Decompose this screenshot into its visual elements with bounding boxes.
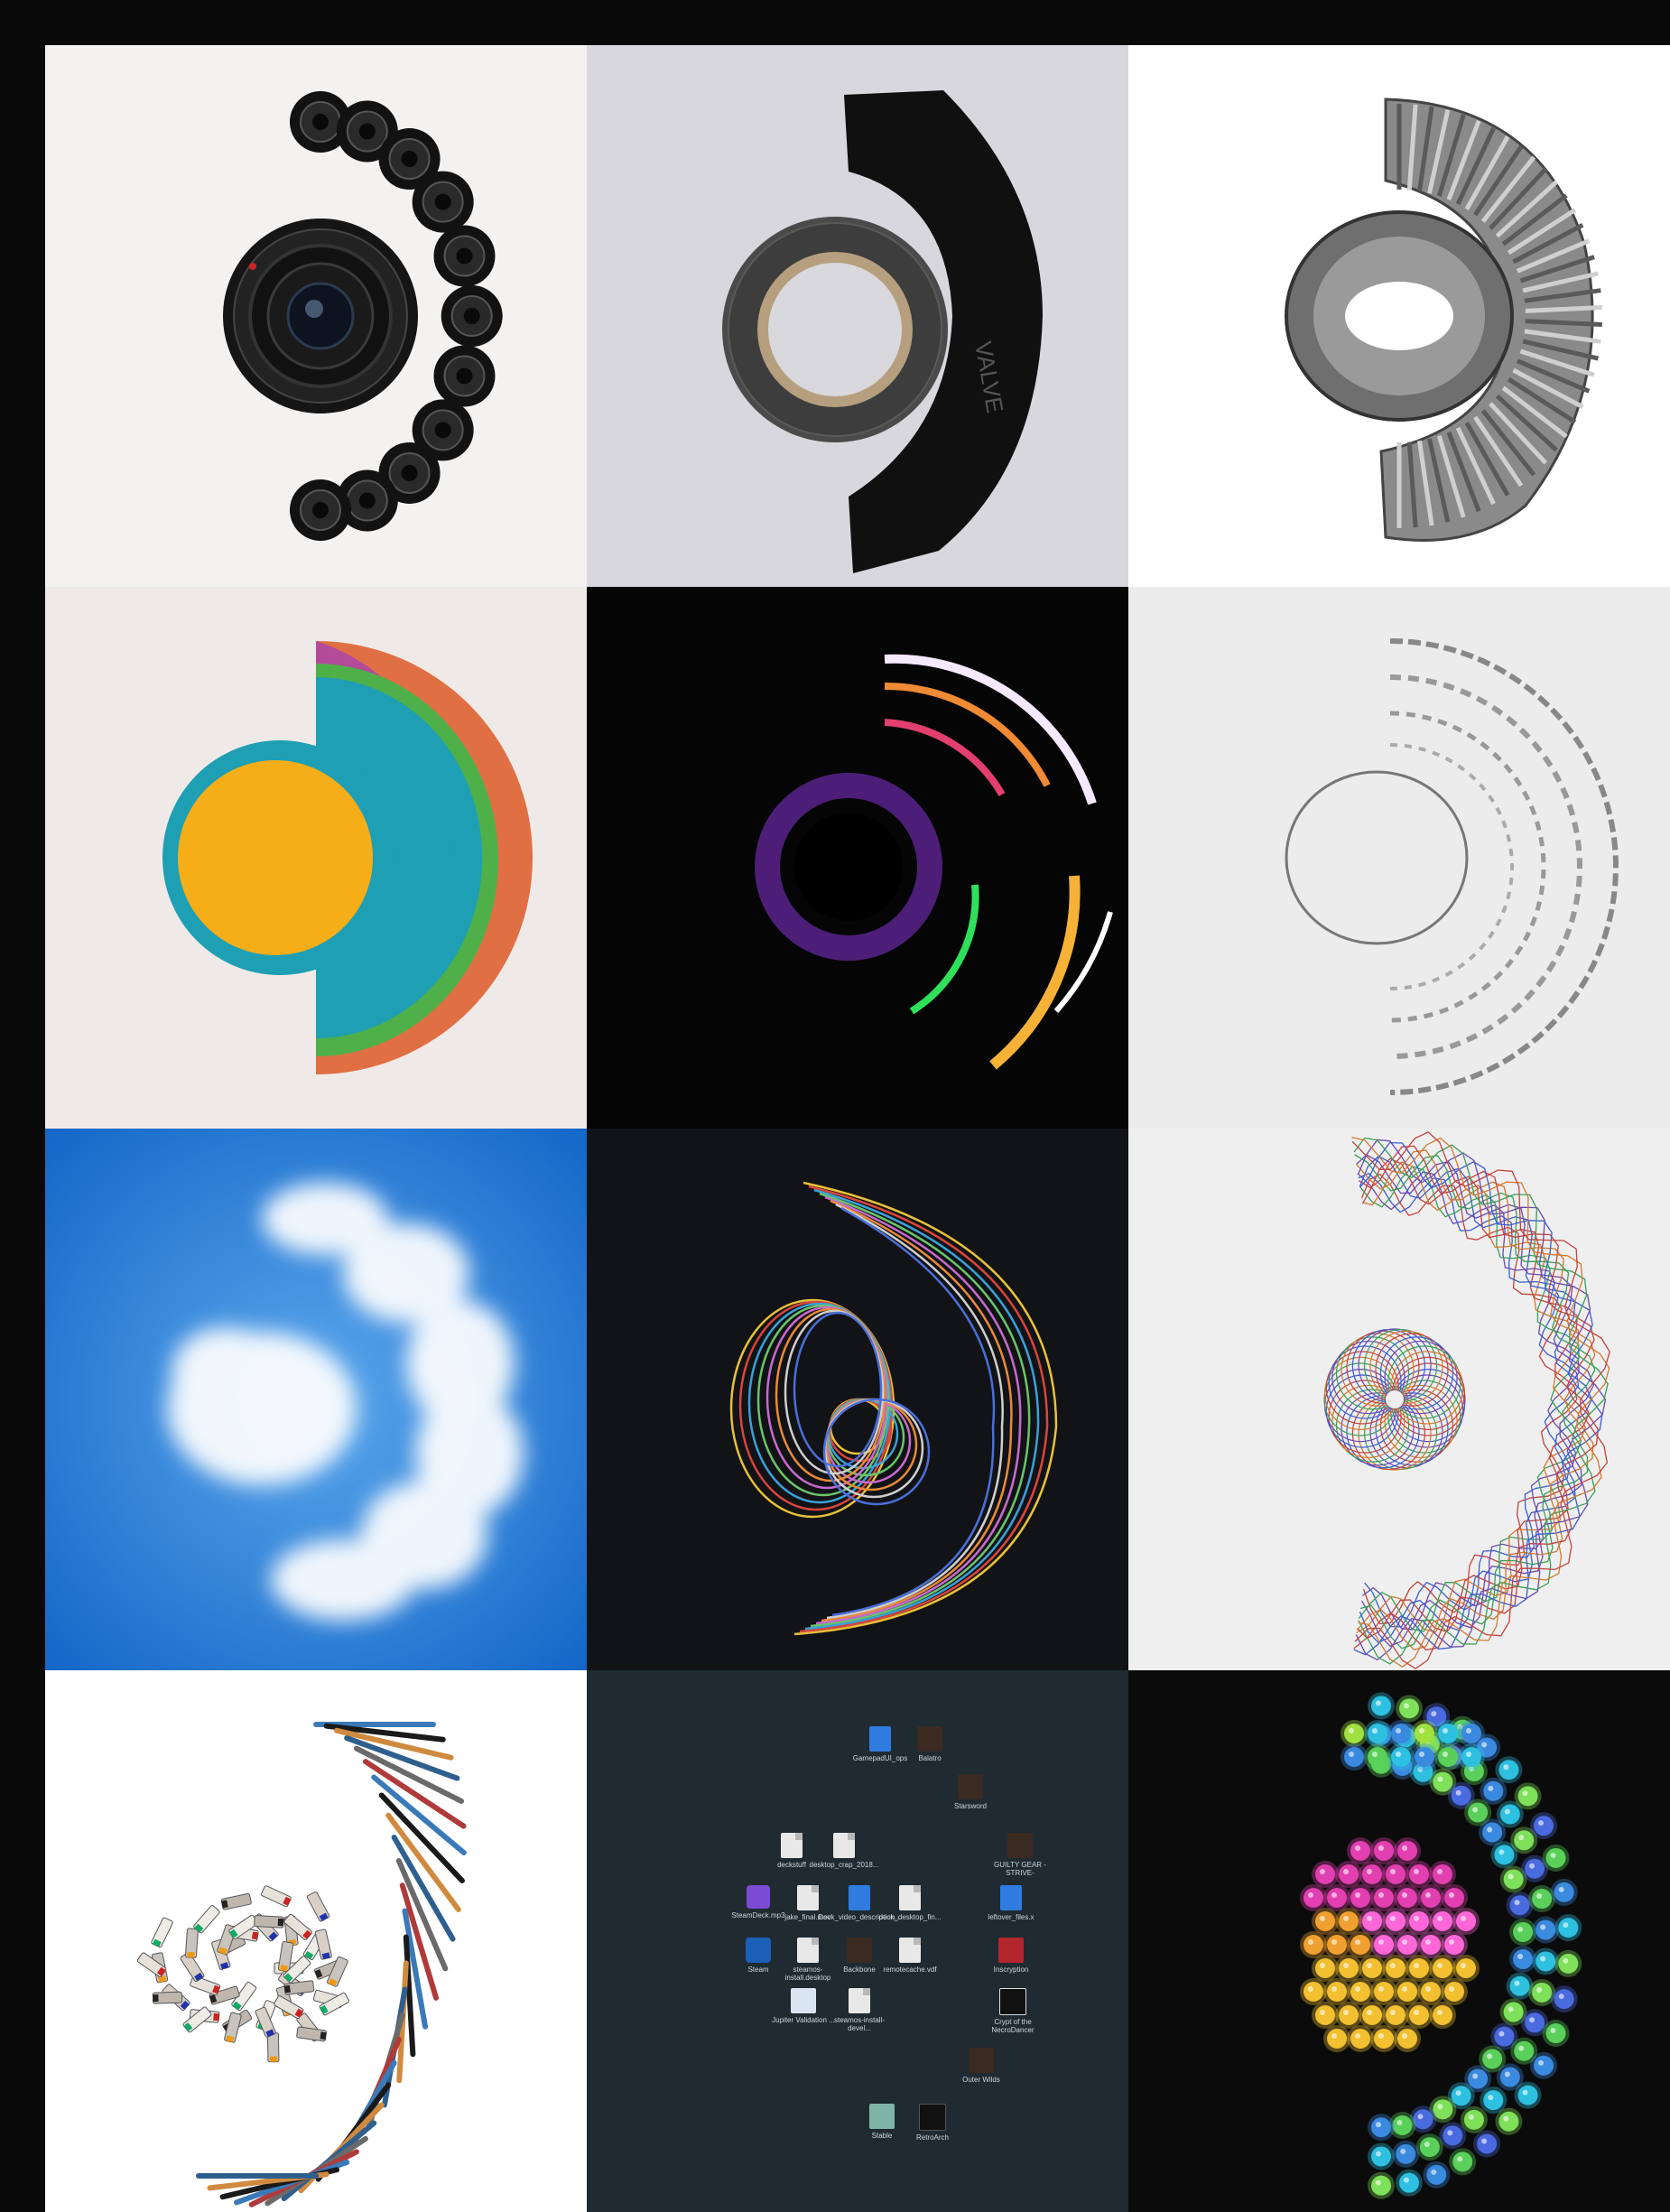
game-icon [958, 1774, 983, 1799]
camera-lens-illustration [45, 45, 587, 587]
doc-icon [899, 1885, 921, 1910]
tile-paint-brushes [45, 1670, 587, 2212]
game-icon [998, 1938, 1024, 1963]
tile-camera-lens [45, 45, 587, 587]
desktop-icon[interactable]: jake_final.mov [772, 1885, 844, 1921]
doc-blue-icon [1000, 1885, 1022, 1910]
doc-icon [797, 1938, 819, 1963]
desktop-icon[interactable]: RetroArch [896, 2104, 969, 2142]
doc-icon [833, 1833, 855, 1858]
desktop-icon-label: Jupiter Validation ... [772, 2016, 835, 2024]
desktop-icon[interactable]: SteamDeck.mp3 [722, 1885, 794, 1919]
desktop-icon[interactable]: Steam [722, 1938, 794, 1974]
desktop-icon[interactable]: Outer Wilds [945, 2048, 1017, 2084]
desktop-icon[interactable]: Deck_video_description... [818, 1885, 901, 1921]
duct-illustration [1128, 45, 1670, 587]
doc-icon [797, 1885, 819, 1910]
image-grid: VALVE [45, 45, 1670, 2212]
app-icon [869, 2104, 895, 2129]
desktop-icon-label: deckstuff [777, 1861, 806, 1869]
game-icon [1007, 1833, 1033, 1858]
cloud-illustration [45, 1129, 587, 1670]
desktop-icon[interactable]: GUILTY GEAR -STRIVE- [984, 1833, 1056, 1877]
desktop-icon-label: Crypt of the NecroDancer [991, 2018, 1034, 2034]
desktop-icon[interactable]: steamos-install-devel... [823, 1988, 895, 2032]
tile-desktop-icons: GamepadUI_ops Balatro Starsword deckstuff de… [587, 1670, 1128, 2212]
desktop-icon-label: RetroArch [915, 2133, 949, 2142]
spirograph-illustration [1128, 1129, 1670, 1670]
steam-icon [746, 1938, 771, 1963]
pencil-drawing-illustration [1128, 587, 1670, 1129]
brushes-illustration [45, 1670, 587, 2212]
desktop-icon-label: Deck_video_description... [818, 1913, 901, 1921]
desktop-icon-label: steamos-install-devel... [833, 2016, 885, 2032]
tape-roll-illustration: VALVE [587, 45, 1128, 587]
desktop-icon[interactable]: steamos-install.desktop [772, 1938, 844, 1982]
doc-icon [899, 1938, 921, 1963]
desktop-icon[interactable]: Stable [846, 2104, 918, 2140]
game-icon [847, 1938, 872, 1963]
tile-pencil-drawing [1128, 587, 1670, 1129]
desktop-icon-label: steamos-install.desktop [784, 1966, 831, 1982]
tile-paper-cut [45, 587, 587, 1129]
desktop-icon-label: desktop_crap_2018... [809, 1861, 879, 1869]
tile-gaffer-tape: VALVE [587, 45, 1128, 587]
threads-illustration [587, 1129, 1128, 1670]
desktop-icon[interactable]: remotecache.vdf [874, 1938, 946, 1974]
light-trails-illustration [587, 587, 1128, 1129]
desktop-icon-label: deck_desktop_fin... [878, 1913, 942, 1921]
doc-icon [849, 1988, 870, 2013]
game-icon [917, 1726, 942, 1752]
markers-illustration [1128, 1670, 1670, 2212]
desktop-icon-label: GUILTY GEAR -STRIVE- [994, 1861, 1046, 1877]
doc-blue-icon [849, 1885, 870, 1910]
desktop-icon[interactable]: Backbone [823, 1938, 895, 1974]
desktop-icon[interactable]: Starsword [934, 1774, 1007, 1810]
desktop-icon[interactable]: GamepadUI_ops [844, 1726, 916, 1762]
tile-glowing-markers [1128, 1670, 1670, 2212]
desktop-icon[interactable]: deckstuff [756, 1833, 828, 1869]
desktop-icon-label: Balatro [918, 1754, 942, 1762]
doc-icon [781, 1833, 803, 1858]
desktop-icon-label: remotecache.vdf [883, 1966, 937, 1974]
desktop-icon-label: Starsword [953, 1802, 987, 1810]
game-icon [969, 2048, 994, 2073]
desktop-icon-label: Inscryption [993, 1966, 1029, 1974]
desktop-icon[interactable]: desktop_crap_2018... [808, 1833, 880, 1869]
desktop-icon-label: leftover_files.x [988, 1913, 1034, 1921]
windows-icon [791, 1988, 816, 2013]
desktop-icon[interactable]: Inscryption [975, 1938, 1047, 1974]
doc-blue-icon [869, 1726, 891, 1752]
tile-light-trails [587, 587, 1128, 1129]
desktop-icon-label: Backbone [843, 1966, 876, 1974]
desktop-icon[interactable]: Jupiter Validation ... [767, 1988, 840, 2024]
desktop-icon-label: Outer Wilds [962, 2076, 1000, 2084]
desktop-icon-label: Stable [871, 2132, 893, 2140]
tile-colored-threads [587, 1129, 1128, 1670]
skull-icon [999, 1988, 1026, 2015]
audio-icon [747, 1885, 770, 1909]
retroarch-icon [919, 2104, 946, 2131]
desktop-icon-label: jake_final.mov [784, 1913, 831, 1921]
desktop-icon[interactable]: deck_desktop_fin... [874, 1885, 946, 1921]
tile-spirograph [1128, 1129, 1670, 1670]
desktop-icon[interactable]: Balatro [894, 1726, 966, 1762]
tile-cloud [45, 1129, 587, 1670]
desktop-icon-label: GamepadUI_ops [852, 1754, 908, 1762]
tile-aluminum-duct [1128, 45, 1670, 587]
desktop-icon-label: Steam [747, 1966, 769, 1974]
paper-cut-illustration [45, 587, 587, 1129]
desktop-icon[interactable]: Crypt of the NecroDancer [977, 1988, 1049, 2034]
desktop-icon-label: SteamDeck.mp3 [731, 1911, 785, 1919]
desktop-icon[interactable]: leftover_files.x [975, 1885, 1047, 1921]
